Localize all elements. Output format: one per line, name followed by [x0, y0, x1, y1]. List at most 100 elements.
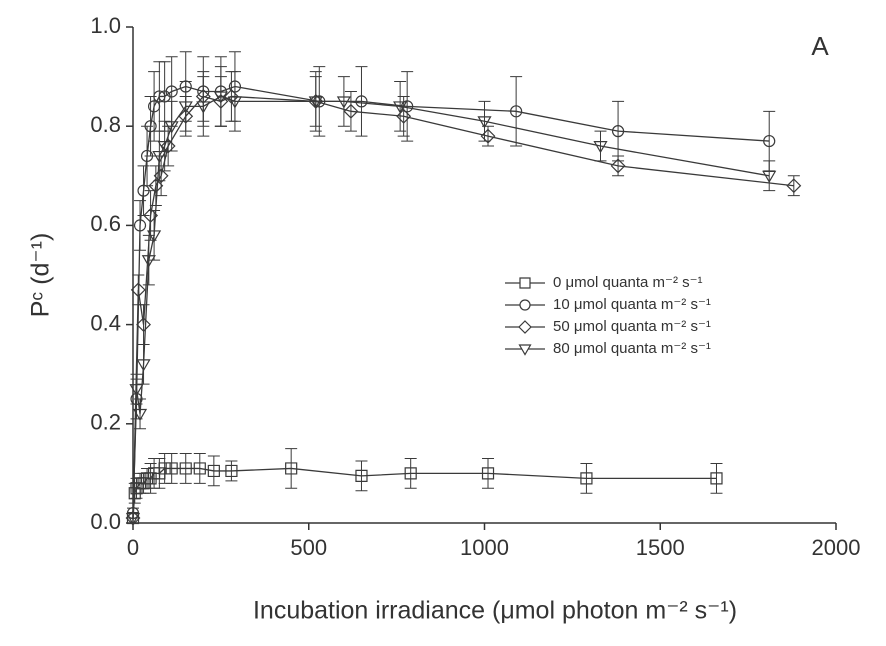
marker: [480, 128, 496, 144]
marker: [763, 135, 776, 148]
x-tick-label: 2000: [812, 535, 861, 560]
error-bar: [148, 210, 161, 261]
error-bar: [580, 462, 593, 494]
error-bar: [179, 453, 192, 484]
marker: [393, 101, 408, 114]
legend-label: 0 μmol quanta m⁻² s⁻¹: [553, 274, 703, 291]
legend-marker: [519, 299, 531, 311]
marker: [128, 487, 141, 500]
marker: [343, 103, 359, 119]
error-bar: [193, 453, 206, 484]
marker: [141, 255, 156, 268]
marker: [140, 149, 154, 162]
error-bar: [401, 71, 414, 142]
legend-marker: [518, 320, 532, 334]
error-bar: [197, 76, 210, 137]
y-tick-label: 0.6: [90, 211, 121, 236]
marker: [404, 467, 417, 480]
marker: [285, 462, 298, 475]
x-tick-label: 500: [290, 535, 327, 560]
marker: [178, 101, 193, 114]
error-bar: [225, 460, 238, 482]
legend-marker: [518, 344, 532, 356]
error-bar: [482, 458, 495, 489]
y-tick-label: 0.2: [90, 410, 121, 435]
marker: [165, 85, 178, 98]
marker: [223, 88, 239, 104]
marker: [510, 105, 523, 118]
error-bar: [137, 343, 150, 385]
error-bar: [207, 455, 220, 487]
marker: [225, 464, 238, 478]
marker: [136, 317, 151, 333]
marker: [355, 95, 368, 108]
marker: [179, 462, 192, 475]
panel-label: A: [811, 31, 829, 61]
error-bar: [285, 448, 298, 489]
y-tick-label: 0.4: [90, 310, 121, 335]
marker: [160, 138, 176, 154]
error-bar: [478, 100, 491, 142]
marker: [477, 116, 492, 129]
error-bar: [404, 458, 417, 489]
x-tick-label: 1500: [636, 535, 685, 560]
marker: [153, 467, 166, 480]
error-bar: [134, 398, 147, 430]
error-bar: [355, 66, 368, 137]
marker: [157, 141, 172, 154]
y-tick-label: 0.0: [90, 509, 121, 534]
marker: [196, 101, 211, 114]
error-bar: [594, 130, 607, 162]
error-bar: [355, 460, 368, 492]
series-line: [132, 467, 717, 519]
marker: [710, 472, 723, 485]
marker: [164, 121, 179, 134]
marker: [610, 158, 626, 174]
marker: [153, 90, 166, 103]
error-bar: [132, 274, 145, 306]
x-tick-label: 0: [127, 535, 139, 560]
legend-label: 50 μmol quanta m⁻² s⁻¹: [553, 318, 711, 335]
marker: [336, 96, 351, 109]
marker: [153, 168, 169, 184]
y-tick-label: 0.8: [90, 112, 121, 137]
error-bar: [214, 66, 227, 127]
marker: [355, 469, 368, 482]
marker: [580, 472, 593, 485]
error-bar: [309, 71, 322, 132]
marker: [308, 96, 323, 109]
marker: [193, 462, 206, 475]
marker: [165, 462, 178, 475]
marker: [125, 513, 141, 526]
marker: [593, 141, 608, 154]
y-axis-label: Pᶜ (d⁻¹): [27, 233, 55, 318]
marker: [144, 120, 157, 133]
error-bar: [763, 160, 776, 192]
marker: [227, 96, 243, 109]
error-bar: [510, 76, 523, 147]
error-bar: [137, 304, 150, 345]
error-bar: [228, 71, 241, 132]
error-bar: [134, 200, 147, 251]
error-bar: [165, 453, 178, 484]
marker: [213, 91, 228, 104]
marker: [144, 472, 157, 485]
error-bar: [710, 462, 723, 494]
marker: [396, 108, 412, 124]
marker: [179, 80, 192, 93]
legend-label: 80 μmol quanta m⁻² s⁻¹: [553, 340, 711, 357]
y-tick-label: 1.0: [90, 13, 121, 38]
x-tick-label: 1000: [460, 535, 509, 560]
error-bar: [165, 100, 178, 152]
marker: [207, 464, 220, 478]
marker: [148, 178, 164, 194]
marker: [147, 100, 161, 113]
error-bar: [179, 81, 192, 132]
marker: [136, 359, 151, 372]
marker: [133, 219, 147, 232]
marker: [146, 230, 162, 243]
legend-label: 10 μmol quanta m⁻² s⁻¹: [553, 296, 711, 313]
marker: [481, 467, 495, 480]
